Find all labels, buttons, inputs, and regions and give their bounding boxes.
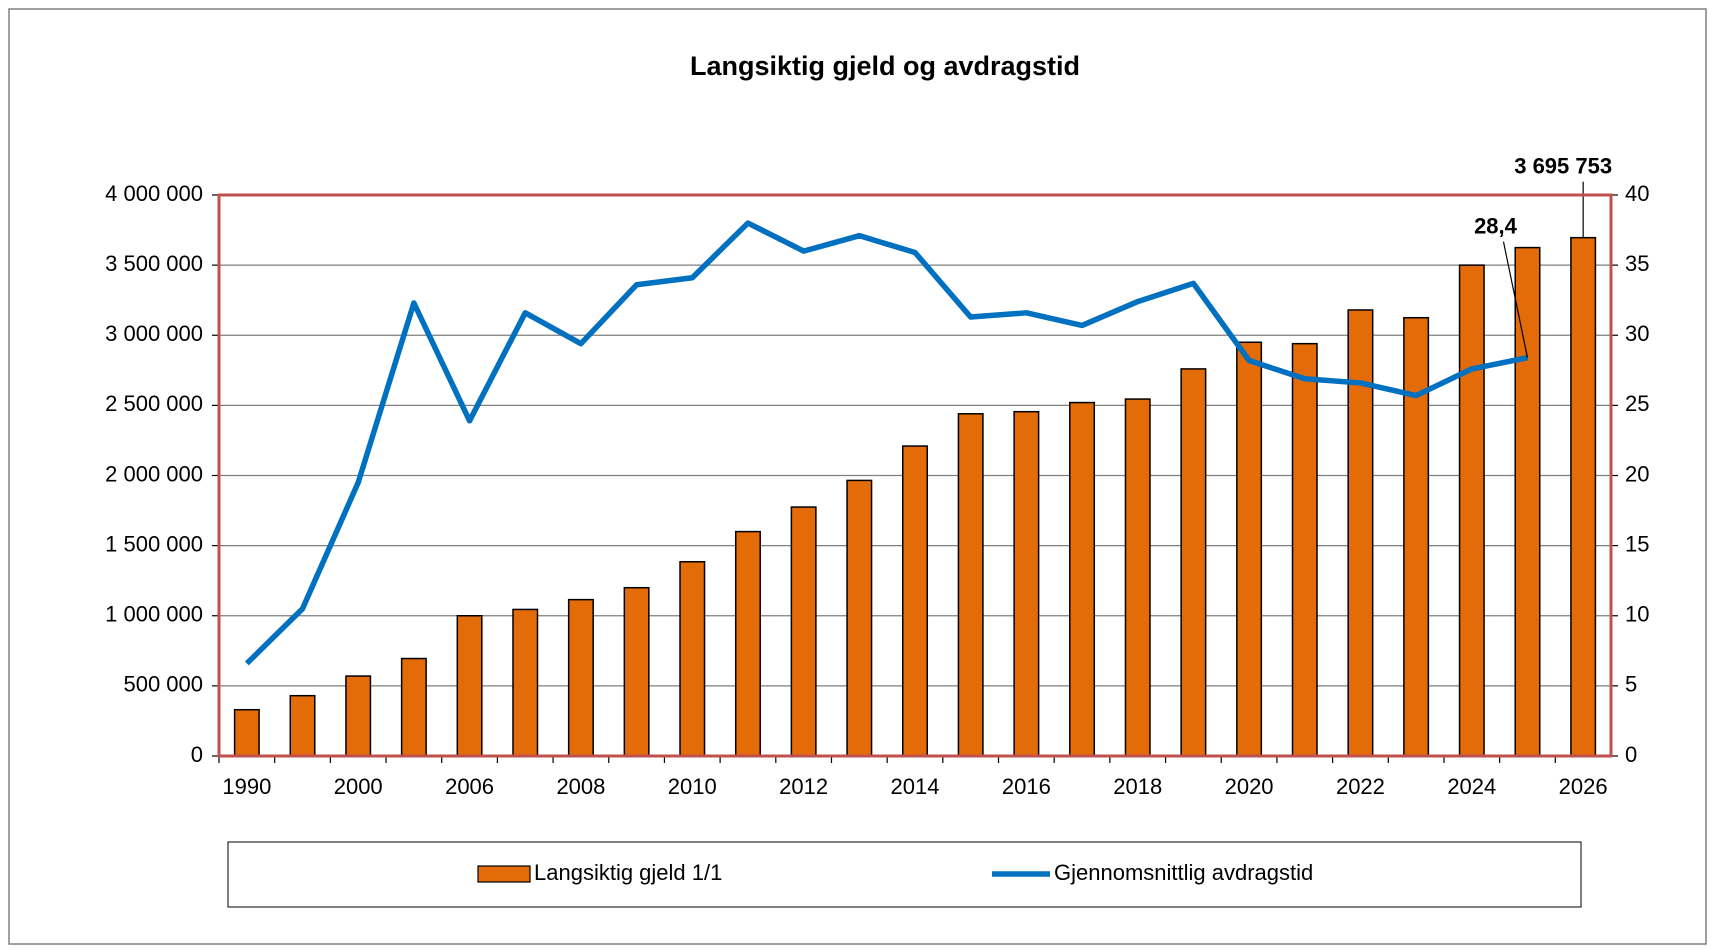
bar	[1013, 410, 1040, 757]
y-tick-label: 2 500 000	[105, 391, 203, 416]
value-label: 28,4	[1474, 214, 1518, 239]
y-tick-label: 3 500 000	[105, 251, 203, 276]
x-tick-label: 2020	[1225, 774, 1274, 799]
x-tick-label: 2022	[1336, 774, 1385, 799]
chart-border	[8, 8, 1707, 945]
x-tick-label: 2016	[1002, 774, 1051, 799]
line-series	[244, 220, 1529, 666]
bar	[1069, 401, 1096, 757]
x-tick-label: 2012	[779, 774, 828, 799]
bar	[734, 530, 761, 757]
x-tick-label: 2014	[891, 774, 940, 799]
bar	[679, 561, 706, 757]
legend-label: Langsiktig gjeld 1/1	[534, 860, 722, 885]
y-tick-label: 4 000 000	[105, 181, 203, 206]
x-tick-label: 2000	[334, 774, 383, 799]
bar	[233, 708, 260, 757]
bar	[1514, 246, 1541, 757]
y2-tick-label: 30	[1625, 321, 1649, 346]
x-tick-label: 2026	[1559, 774, 1608, 799]
bar	[1180, 368, 1207, 757]
plot-border	[217, 193, 1613, 758]
bar	[1236, 341, 1263, 757]
y2-tick-label: 25	[1625, 391, 1649, 416]
x-tick-label: 2018	[1113, 774, 1162, 799]
y-tick-label: 1 500 000	[105, 531, 203, 556]
x-tick-label: 2006	[445, 774, 494, 799]
y-tick-label: 0	[191, 742, 203, 767]
legend-swatch	[477, 865, 531, 883]
bar	[1291, 342, 1318, 757]
bar	[1347, 309, 1374, 757]
bar	[1403, 316, 1430, 757]
bar	[456, 615, 483, 757]
bar	[623, 586, 650, 757]
bar	[512, 608, 539, 757]
y-tick-label: 1 000 000	[105, 602, 203, 627]
bar	[902, 445, 928, 757]
bar	[790, 506, 817, 757]
value-label: 3 695 753	[1514, 153, 1612, 178]
bar	[1570, 236, 1597, 757]
legend-box	[227, 841, 1582, 908]
bar	[400, 657, 427, 757]
y-tick-label: 500 000	[123, 672, 203, 697]
bar	[567, 598, 594, 757]
x-tick-label: 2008	[556, 774, 605, 799]
y-tick-label: 3 000 000	[105, 321, 203, 346]
x-tick-label: 2010	[668, 774, 717, 799]
legend-label: Gjennomsnittlig avdragstid	[1054, 860, 1313, 885]
leader-line	[1502, 241, 1529, 358]
y2-tick-label: 0	[1625, 742, 1637, 767]
bar	[345, 675, 372, 757]
bar	[957, 413, 984, 757]
bar	[289, 694, 316, 757]
x-tick-label: 2024	[1447, 774, 1496, 799]
y2-tick-label: 10	[1625, 602, 1649, 627]
y-tick-label: 2 000 000	[105, 461, 203, 486]
chart-title: Langsiktig gjeld og avdragstid	[690, 51, 1080, 81]
y2-tick-label: 15	[1625, 531, 1649, 556]
y2-tick-label: 40	[1625, 181, 1649, 206]
y2-tick-label: 35	[1625, 251, 1649, 276]
y2-tick-label: 20	[1625, 461, 1649, 486]
bar	[1124, 398, 1151, 757]
x-tick-label: 1990	[222, 774, 271, 799]
bar	[846, 479, 873, 757]
bar	[1458, 264, 1485, 757]
y2-tick-label: 5	[1625, 672, 1637, 697]
